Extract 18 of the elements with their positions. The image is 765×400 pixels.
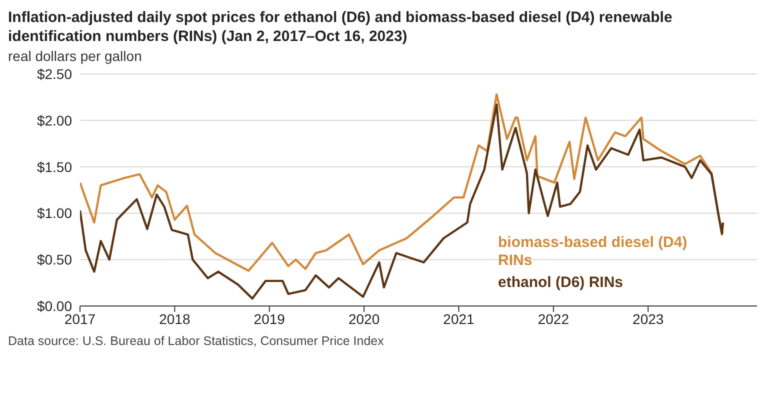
x-tick-label: 2023 xyxy=(632,310,664,327)
x-tick-label: 2019 xyxy=(254,310,286,327)
x-tick-label: 2022 xyxy=(538,310,570,327)
text: ethanol (D6) RINs xyxy=(498,274,624,292)
y-tick-label: $0.50 xyxy=(36,252,72,268)
y-tick-label: $2.50 xyxy=(36,66,72,82)
source-note: Data source: U.S. Bureau of Labor Statistics, Consumer Price Index xyxy=(8,334,385,348)
y-tick-label: $1.50 xyxy=(36,158,72,175)
y-tick-label: $2.00 xyxy=(36,112,72,128)
chart-title: Inflation-adjusted daily spot prices for ethanol (D6) and biomass-based diesel (D4) renewable identification numbers (RINs) (Jan 2, 2017–Oct 16, 2023) xyxy=(8,8,674,46)
text: biomass-based diesel (D4) RINs xyxy=(498,234,688,270)
x-tick-label: 2021 xyxy=(443,310,475,327)
x-tick-label: 2020 xyxy=(348,310,380,327)
y-axis-title: real dollars per gallon xyxy=(8,48,143,64)
line-series xyxy=(80,104,724,300)
x-tick-label: 2018 xyxy=(159,310,190,327)
y-tick-label: $1.00 xyxy=(36,205,72,222)
line-series xyxy=(80,93,724,272)
